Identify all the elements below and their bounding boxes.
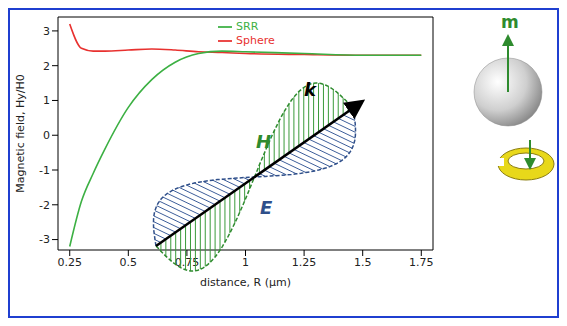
svg-text:-3: -3	[39, 233, 50, 246]
svg-text:1: 1	[43, 94, 50, 107]
svg-text:0.75: 0.75	[175, 256, 200, 269]
svg-text:H: H	[256, 131, 271, 152]
svg-text:E: E	[260, 197, 273, 218]
svg-text:m: m	[501, 12, 519, 32]
svg-text:Magnetic field, Hy/H0: Magnetic field, Hy/H0	[14, 74, 27, 192]
svg-text:0.5: 0.5	[120, 256, 138, 269]
svg-text:0.25: 0.25	[57, 256, 82, 269]
svg-text:-2: -2	[39, 199, 50, 212]
svg-text:1.75: 1.75	[409, 256, 434, 269]
svg-text:distance, R (µm): distance, R (µm)	[200, 276, 291, 289]
svg-text:0: 0	[43, 129, 50, 142]
svg-text:1.25: 1.25	[292, 256, 317, 269]
svg-text:2: 2	[43, 60, 50, 73]
html-text:SRR: SRR	[236, 20, 259, 33]
svg-text:1: 1	[242, 256, 249, 269]
svg-text:k: k	[304, 79, 317, 100]
html-text:Sphere: Sphere	[236, 34, 275, 47]
svg-text:3: 3	[43, 25, 50, 38]
svg-text:1.5: 1.5	[354, 256, 372, 269]
svg-text:-1: -1	[39, 164, 50, 177]
